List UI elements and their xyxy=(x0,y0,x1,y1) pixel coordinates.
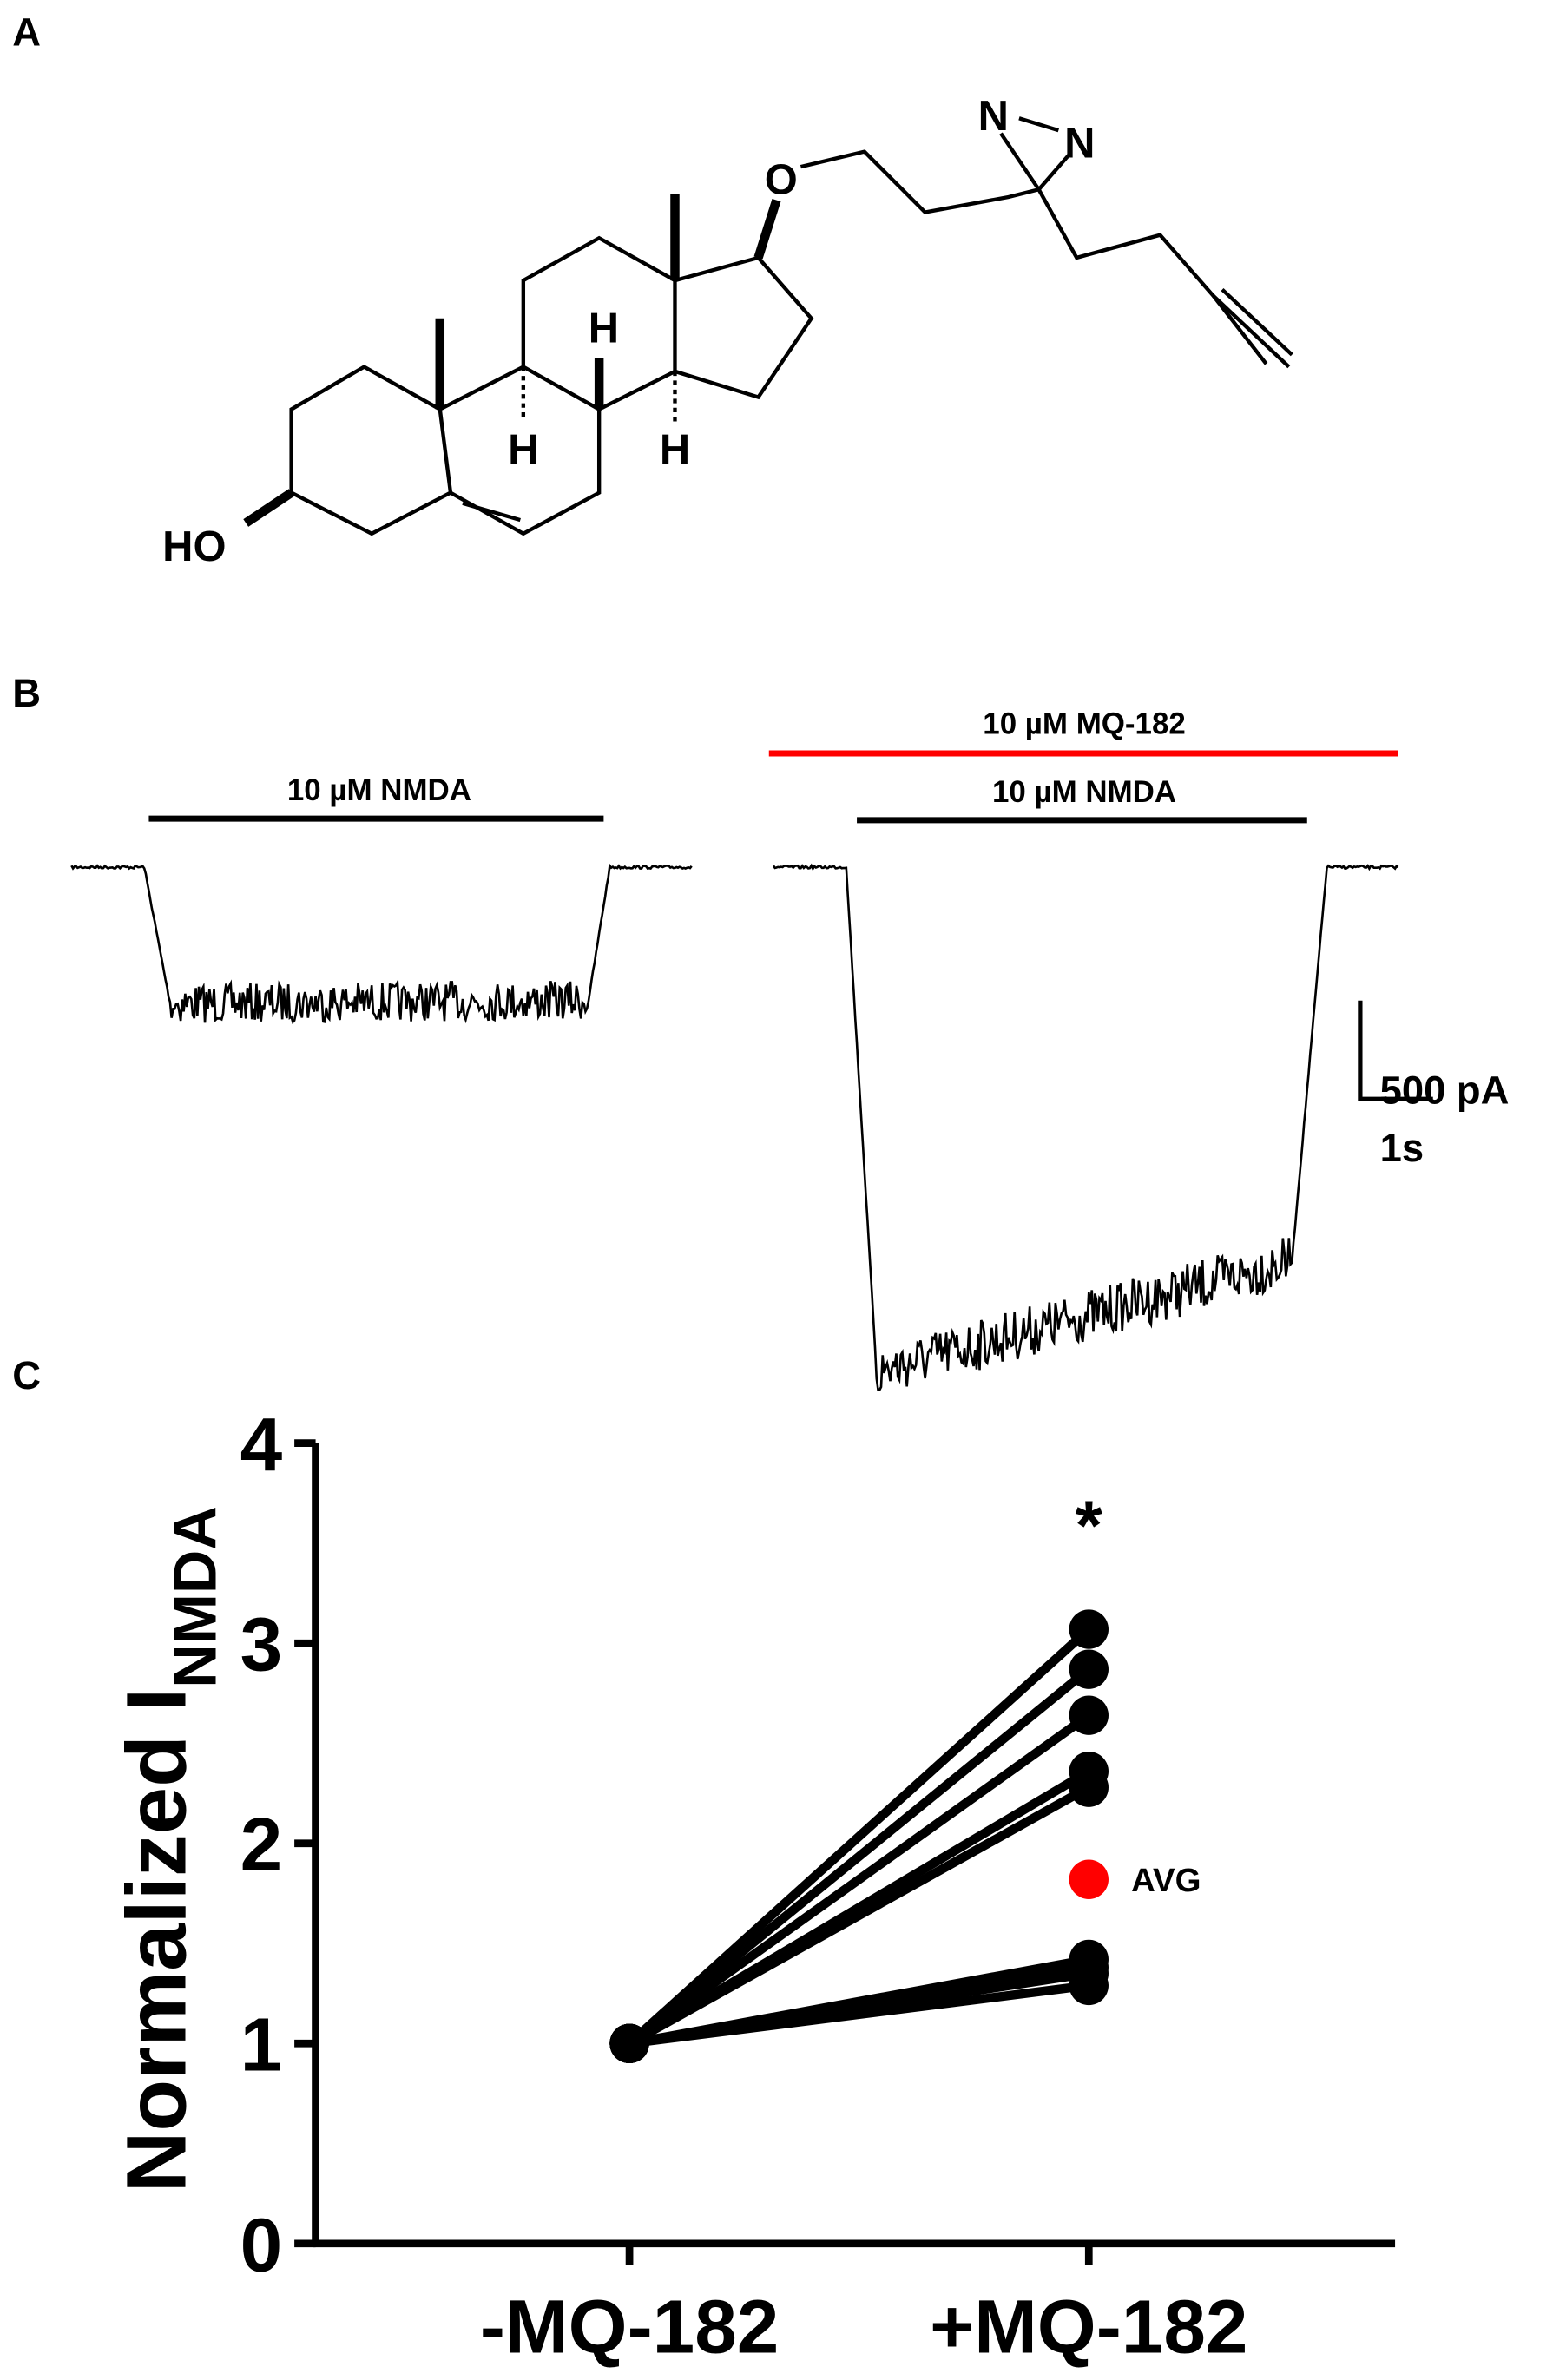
atom-label: HO xyxy=(162,523,226,570)
data-point xyxy=(609,2023,649,2063)
y-tick-label: 3 xyxy=(240,1602,283,1687)
panel-label: B xyxy=(12,671,41,715)
y-tick-label: 0 xyxy=(240,2202,283,2287)
structure xyxy=(243,116,1293,536)
atom-label: N xyxy=(978,93,1009,140)
data-point xyxy=(1069,1859,1109,1899)
y-label-sub: NMDA xyxy=(161,1506,228,1688)
y-tick-label: 2 xyxy=(240,1802,283,1887)
current-trace xyxy=(772,863,1399,1391)
y-tick-label: 4 xyxy=(240,1402,283,1487)
scale-label: 500 pA xyxy=(1380,1068,1510,1112)
y-tick-label: 1 xyxy=(240,2002,283,2087)
data-point xyxy=(1069,1965,1109,2006)
pair-line xyxy=(626,1626,1092,2048)
current-trace xyxy=(70,863,693,1024)
scale-label: 1s xyxy=(1380,1126,1425,1170)
atom-label: H xyxy=(660,426,690,473)
y-axis-label: Normalized INMDA xyxy=(108,1506,228,2193)
scale-bar xyxy=(1358,1000,1433,1101)
data-point xyxy=(1069,1649,1109,1689)
significance-marker: * xyxy=(1076,1487,1103,1565)
pair-line xyxy=(628,1981,1089,2048)
x-tick-label: -MQ-182 xyxy=(480,2285,779,2370)
atom-label: O xyxy=(765,157,798,204)
bar-label: 10 µM NMDA xyxy=(287,773,471,807)
chart: Normalized INMDA xyxy=(108,1506,228,2193)
atom-label: N xyxy=(1064,121,1095,168)
data-point xyxy=(1069,1609,1109,1649)
x-tick-label: +MQ-182 xyxy=(930,2285,1247,2370)
atom-label: H xyxy=(508,426,538,473)
pair-line xyxy=(627,1783,1091,2048)
data-point xyxy=(1069,1767,1109,1807)
pair-line xyxy=(626,1666,1092,2048)
bar-label: 10 µM MQ-182 xyxy=(983,707,1186,740)
legend-label: AVG xyxy=(1131,1862,1201,1899)
panel-label: C xyxy=(12,1353,41,1397)
data-point xyxy=(1069,1695,1109,1735)
y-label-main: Normalized I xyxy=(108,1688,203,2193)
bar-label: 10 µM NMDA xyxy=(992,775,1176,809)
panel-label: A xyxy=(12,10,41,54)
atom-label: H xyxy=(589,306,619,352)
pair-line xyxy=(627,1711,1092,2048)
